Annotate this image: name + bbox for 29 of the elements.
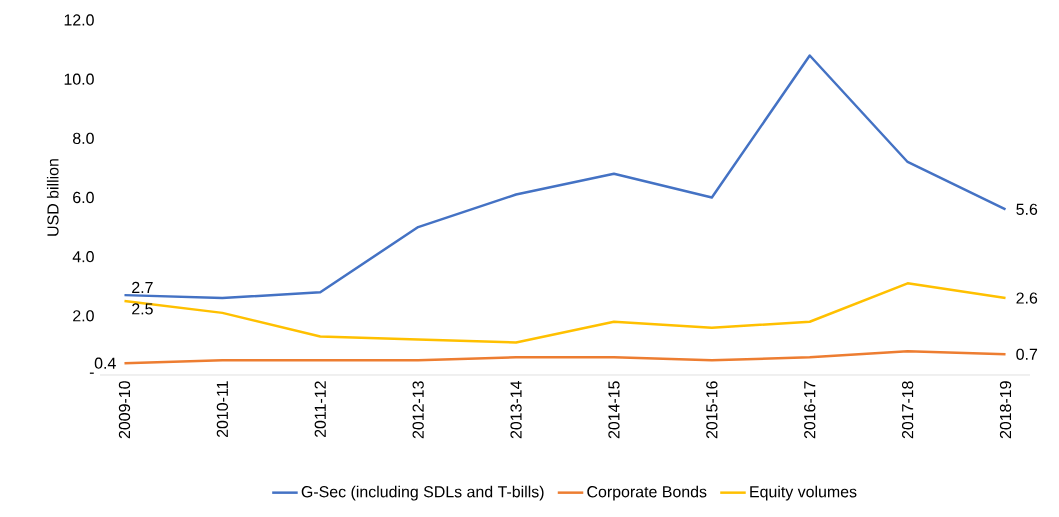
legend-label: Equity volumes	[750, 485, 857, 501]
y-tick-label: 12.0	[64, 14, 94, 26]
x-tick-label: 2011-12	[314, 381, 326, 438]
x-tick-label: 2013-14	[510, 381, 522, 439]
x-tick-label: 2012-13	[412, 381, 424, 439]
y-tick-label: 2.0	[73, 310, 94, 322]
x-tick-label: 2017-18	[901, 381, 914, 439]
y-tick-label: -	[89, 372, 94, 374]
data-label: 0.7	[1016, 348, 1038, 360]
data-label: 5.6	[1016, 203, 1038, 215]
y-tick-label: 8.0	[73, 132, 94, 144]
y-tick-label: 6.0	[73, 191, 94, 204]
data-label: 2.6	[1016, 292, 1038, 304]
line-series	[123, 54, 1007, 300]
line-series	[123, 282, 1007, 344]
y-tick-label: 10.0	[64, 73, 94, 85]
x-tick-label: 2014-15	[608, 381, 620, 439]
data-label: 2.7	[132, 281, 153, 293]
y-tick-label: 4.0	[72, 251, 94, 263]
x-tick-label: 2010-11	[216, 381, 229, 438]
x-tick-label: 2018-19	[999, 381, 1012, 439]
data-label: 0.4	[94, 357, 116, 369]
y-axis-title: USD billion	[46, 159, 59, 236]
legend-label: G-Sec (including SDLs and T-bills)	[301, 485, 544, 501]
legend-label: Corporate Bonds	[587, 485, 707, 501]
x-tick-label: 2016-17	[804, 381, 816, 439]
x-tick-label: 2009-10	[118, 381, 131, 439]
data-label: 2.5	[132, 303, 153, 315]
x-tick-label: 2015-16	[706, 381, 718, 439]
